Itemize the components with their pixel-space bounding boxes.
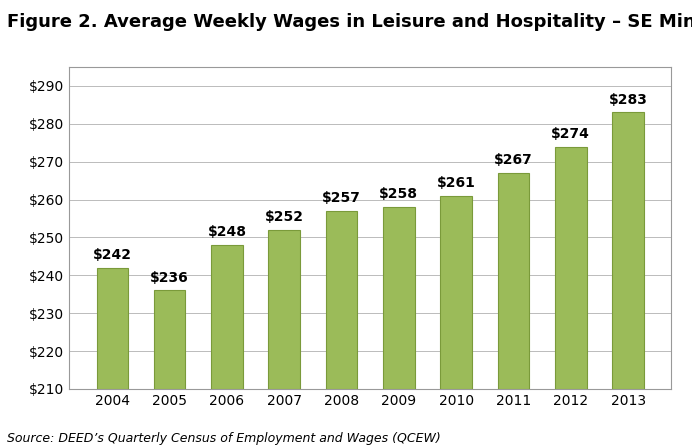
Bar: [268, 230, 300, 389]
Bar: [498, 173, 529, 389]
Bar: [612, 113, 644, 389]
Bar: [326, 211, 357, 389]
Text: $261: $261: [437, 176, 475, 190]
Bar: [440, 196, 472, 389]
Text: $258: $258: [379, 187, 419, 202]
Text: $242: $242: [93, 248, 131, 262]
Text: $236: $236: [150, 271, 189, 285]
Bar: [555, 147, 587, 389]
Bar: [154, 291, 185, 389]
Text: $248: $248: [208, 225, 246, 239]
Text: $267: $267: [494, 153, 533, 167]
Bar: [383, 207, 415, 389]
Text: Source: DEED’s Quarterly Census of Employment and Wages (QCEW): Source: DEED’s Quarterly Census of Emplo…: [7, 432, 441, 445]
Text: Figure 2. Average Weekly Wages in Leisure and Hospitality – SE Minnesota: Figure 2. Average Weekly Wages in Leisur…: [7, 13, 692, 31]
Bar: [211, 245, 243, 389]
Text: $283: $283: [609, 93, 648, 107]
Text: $257: $257: [322, 191, 361, 205]
Text: $274: $274: [552, 127, 590, 141]
Text: $252: $252: [265, 210, 304, 224]
Bar: [97, 268, 128, 389]
